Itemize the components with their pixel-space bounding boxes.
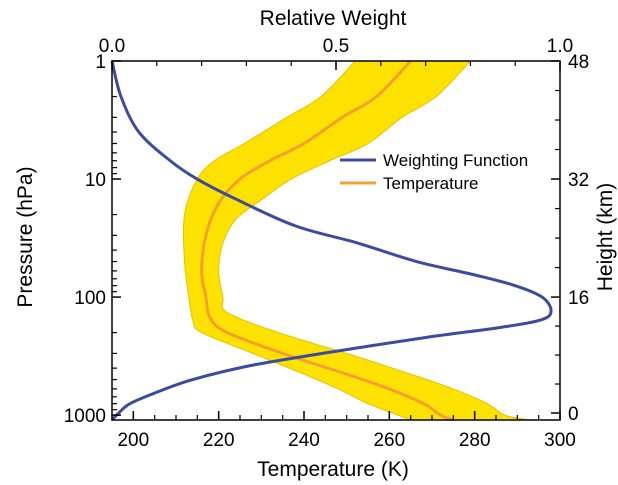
right-axis-tick-label: 16 xyxy=(568,288,589,309)
left-axis-label: Pressure (hPa) xyxy=(14,166,37,307)
weighting-function-line xyxy=(110,60,553,422)
left-axis-tick-label: 1000 xyxy=(64,406,106,427)
left-axis-tick-label: 1 xyxy=(95,52,106,73)
legend-temperature-label: Temperature xyxy=(383,174,478,193)
series-lines-layer xyxy=(110,59,553,422)
right-axis-tick-label: 32 xyxy=(568,170,589,191)
bottom-axis-label: Temperature (K) xyxy=(257,458,409,481)
top-axis-tick-label: 0.5 xyxy=(323,36,349,57)
right-axis-label: Height (km) xyxy=(594,183,617,292)
top-axis-tick-label: 1.0 xyxy=(547,36,573,57)
temperature-band xyxy=(182,60,531,421)
bottom-axis-tick-label: 240 xyxy=(288,430,320,451)
right-axis-tick-label: 48 xyxy=(568,52,589,73)
left-axis-tick-label: 100 xyxy=(74,288,106,309)
top-axis-tick-label: 0.0 xyxy=(99,36,125,57)
legend-weighting-function-label: Weighting Function xyxy=(383,151,528,170)
legend: Weighting Function Temperature xyxy=(340,151,528,193)
left-axis-tick-label: 10 xyxy=(85,170,106,191)
top-axis-label: Relative Weight xyxy=(260,7,407,30)
bottom-axis-tick-label: 280 xyxy=(459,430,491,451)
temperature-uncertainty-band-layer xyxy=(182,60,531,421)
axis-ticks-layer: 200 220 240 260 280 300 0.0 0.5 1.0 1 10 100 1000 48 3… xyxy=(64,36,589,451)
bottom-axis-tick-label: 220 xyxy=(203,430,235,451)
bottom-axis-tick-label: 300 xyxy=(544,430,576,451)
bottom-axis-tick-label: 260 xyxy=(373,430,405,451)
bottom-axis-tick-label: 200 xyxy=(117,430,149,451)
right-axis-tick-label: 0 xyxy=(568,404,579,425)
temperature-line xyxy=(200,59,454,422)
